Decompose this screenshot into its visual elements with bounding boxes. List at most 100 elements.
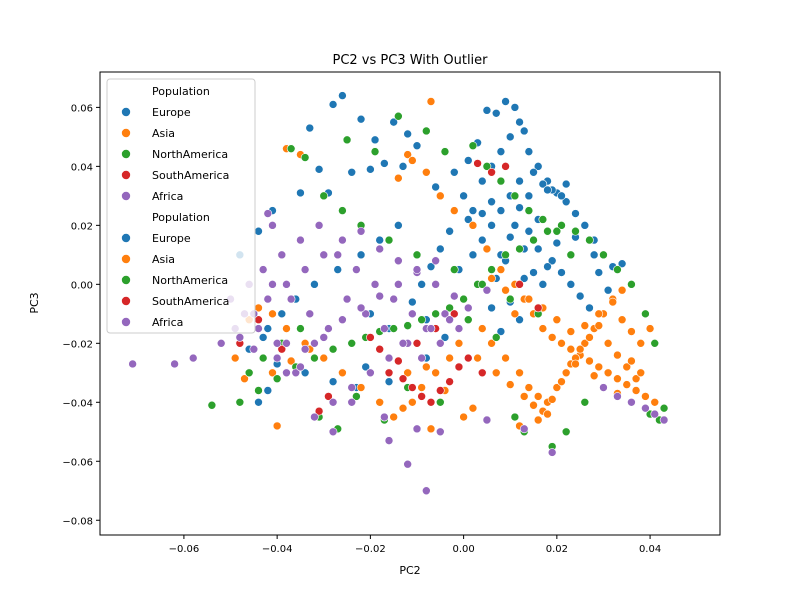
- data-point-southamerica: [277, 344, 287, 354]
- legend-marker: [121, 128, 131, 138]
- data-point-africa: [463, 303, 473, 313]
- data-point-northamerica: [505, 294, 515, 304]
- data-point-asia: [230, 353, 240, 363]
- data-point-africa: [314, 221, 324, 230]
- data-point-northamerica: [394, 111, 403, 121]
- data-point-northamerica: [342, 135, 352, 145]
- data-point-northamerica: [641, 309, 650, 319]
- data-point-europe: [524, 191, 534, 201]
- data-point-europe: [477, 209, 487, 218]
- data-point-asia: [515, 368, 524, 378]
- data-point-asia: [431, 368, 440, 378]
- data-point-africa: [650, 409, 660, 419]
- data-point-africa: [412, 424, 422, 434]
- data-point-asia: [561, 368, 571, 378]
- data-point-europe: [254, 226, 263, 236]
- data-point-europe: [328, 377, 338, 386]
- data-point-europe: [263, 324, 273, 333]
- data-point-southamerica: [412, 339, 422, 348]
- data-point-europe: [440, 333, 450, 342]
- data-point-northamerica: [403, 321, 412, 330]
- data-point-africa: [310, 339, 319, 348]
- data-point-europe: [435, 244, 445, 254]
- data-point-africa: [254, 324, 263, 333]
- data-point-africa: [445, 315, 454, 325]
- data-point-europe: [361, 362, 371, 372]
- data-point-europe: [547, 256, 557, 266]
- data-point-europe: [477, 235, 487, 245]
- data-point-africa: [300, 344, 310, 354]
- data-point-asia: [613, 350, 622, 360]
- data-point-africa: [170, 359, 179, 369]
- data-point-africa: [431, 256, 440, 266]
- data-point-northamerica: [412, 250, 422, 260]
- data-point-africa: [449, 291, 459, 301]
- data-point-southamerica: [417, 392, 426, 401]
- data-point-africa: [286, 294, 296, 304]
- data-point-northamerica: [207, 400, 217, 410]
- data-point-northamerica: [515, 244, 524, 254]
- data-point-asia: [491, 368, 501, 378]
- data-point-europe: [543, 185, 552, 195]
- data-point-northamerica: [352, 392, 361, 401]
- data-point-asia: [519, 392, 529, 401]
- data-point-asia: [356, 383, 366, 392]
- data-point-asia: [575, 344, 585, 354]
- data-point-europe: [328, 100, 338, 109]
- data-point-europe: [505, 132, 515, 142]
- data-point-europe: [417, 280, 426, 289]
- data-point-europe: [552, 238, 562, 248]
- data-point-southamerica: [366, 333, 375, 342]
- legend: Population Europe Asia NorthAmerica SouthAme…: [106, 78, 256, 334]
- legend-entry: NorthAmerica: [152, 274, 228, 287]
- data-point-africa: [305, 309, 315, 319]
- data-point-europe: [515, 203, 524, 212]
- data-point-asia: [422, 167, 431, 177]
- data-point-asia: [268, 309, 277, 319]
- x-tick-label: 0.02: [546, 544, 568, 555]
- data-point-asia: [631, 386, 641, 395]
- data-point-africa: [272, 339, 282, 348]
- plot-frame: [99, 71, 721, 536]
- data-point-northamerica: [566, 250, 576, 260]
- data-point-europe: [580, 221, 590, 230]
- data-point-asia: [645, 324, 655, 333]
- data-point-asia: [501, 353, 510, 363]
- data-point-asia: [566, 344, 576, 354]
- data-point-asia: [477, 324, 487, 333]
- data-point-africa: [324, 324, 333, 333]
- data-point-northamerica: [296, 324, 305, 333]
- data-point-africa: [310, 412, 319, 422]
- data-point-asia: [631, 374, 641, 384]
- data-point-africa: [291, 368, 301, 378]
- data-point-asia: [426, 424, 436, 434]
- data-point-europe: [585, 303, 594, 313]
- data-point-asia: [319, 353, 329, 363]
- data-point-europe: [366, 165, 375, 174]
- data-point-northamerica: [431, 309, 440, 319]
- data-point-europe: [463, 215, 473, 224]
- legend-entry: Asia: [152, 127, 175, 140]
- data-point-africa: [422, 486, 431, 496]
- data-point-asia: [589, 371, 599, 381]
- data-point-europe: [356, 114, 366, 124]
- data-point-asia: [552, 315, 562, 325]
- data-point-africa: [319, 250, 329, 260]
- data-point-southamerica: [398, 374, 408, 384]
- data-point-africa: [389, 294, 398, 304]
- data-point-africa: [431, 280, 440, 289]
- data-point-asia: [650, 397, 660, 407]
- data-point-asia: [282, 324, 291, 333]
- data-point-europe: [426, 262, 436, 271]
- data-point-europe: [533, 162, 543, 171]
- data-point-africa: [599, 383, 608, 392]
- data-point-africa: [328, 427, 338, 437]
- data-point-europe: [510, 103, 520, 112]
- data-point-europe: [263, 386, 273, 395]
- data-point-africa: [268, 221, 277, 230]
- data-point-europe: [561, 179, 571, 189]
- data-point-asia: [435, 191, 445, 201]
- data-point-europe: [589, 250, 599, 260]
- data-point-europe: [501, 97, 510, 106]
